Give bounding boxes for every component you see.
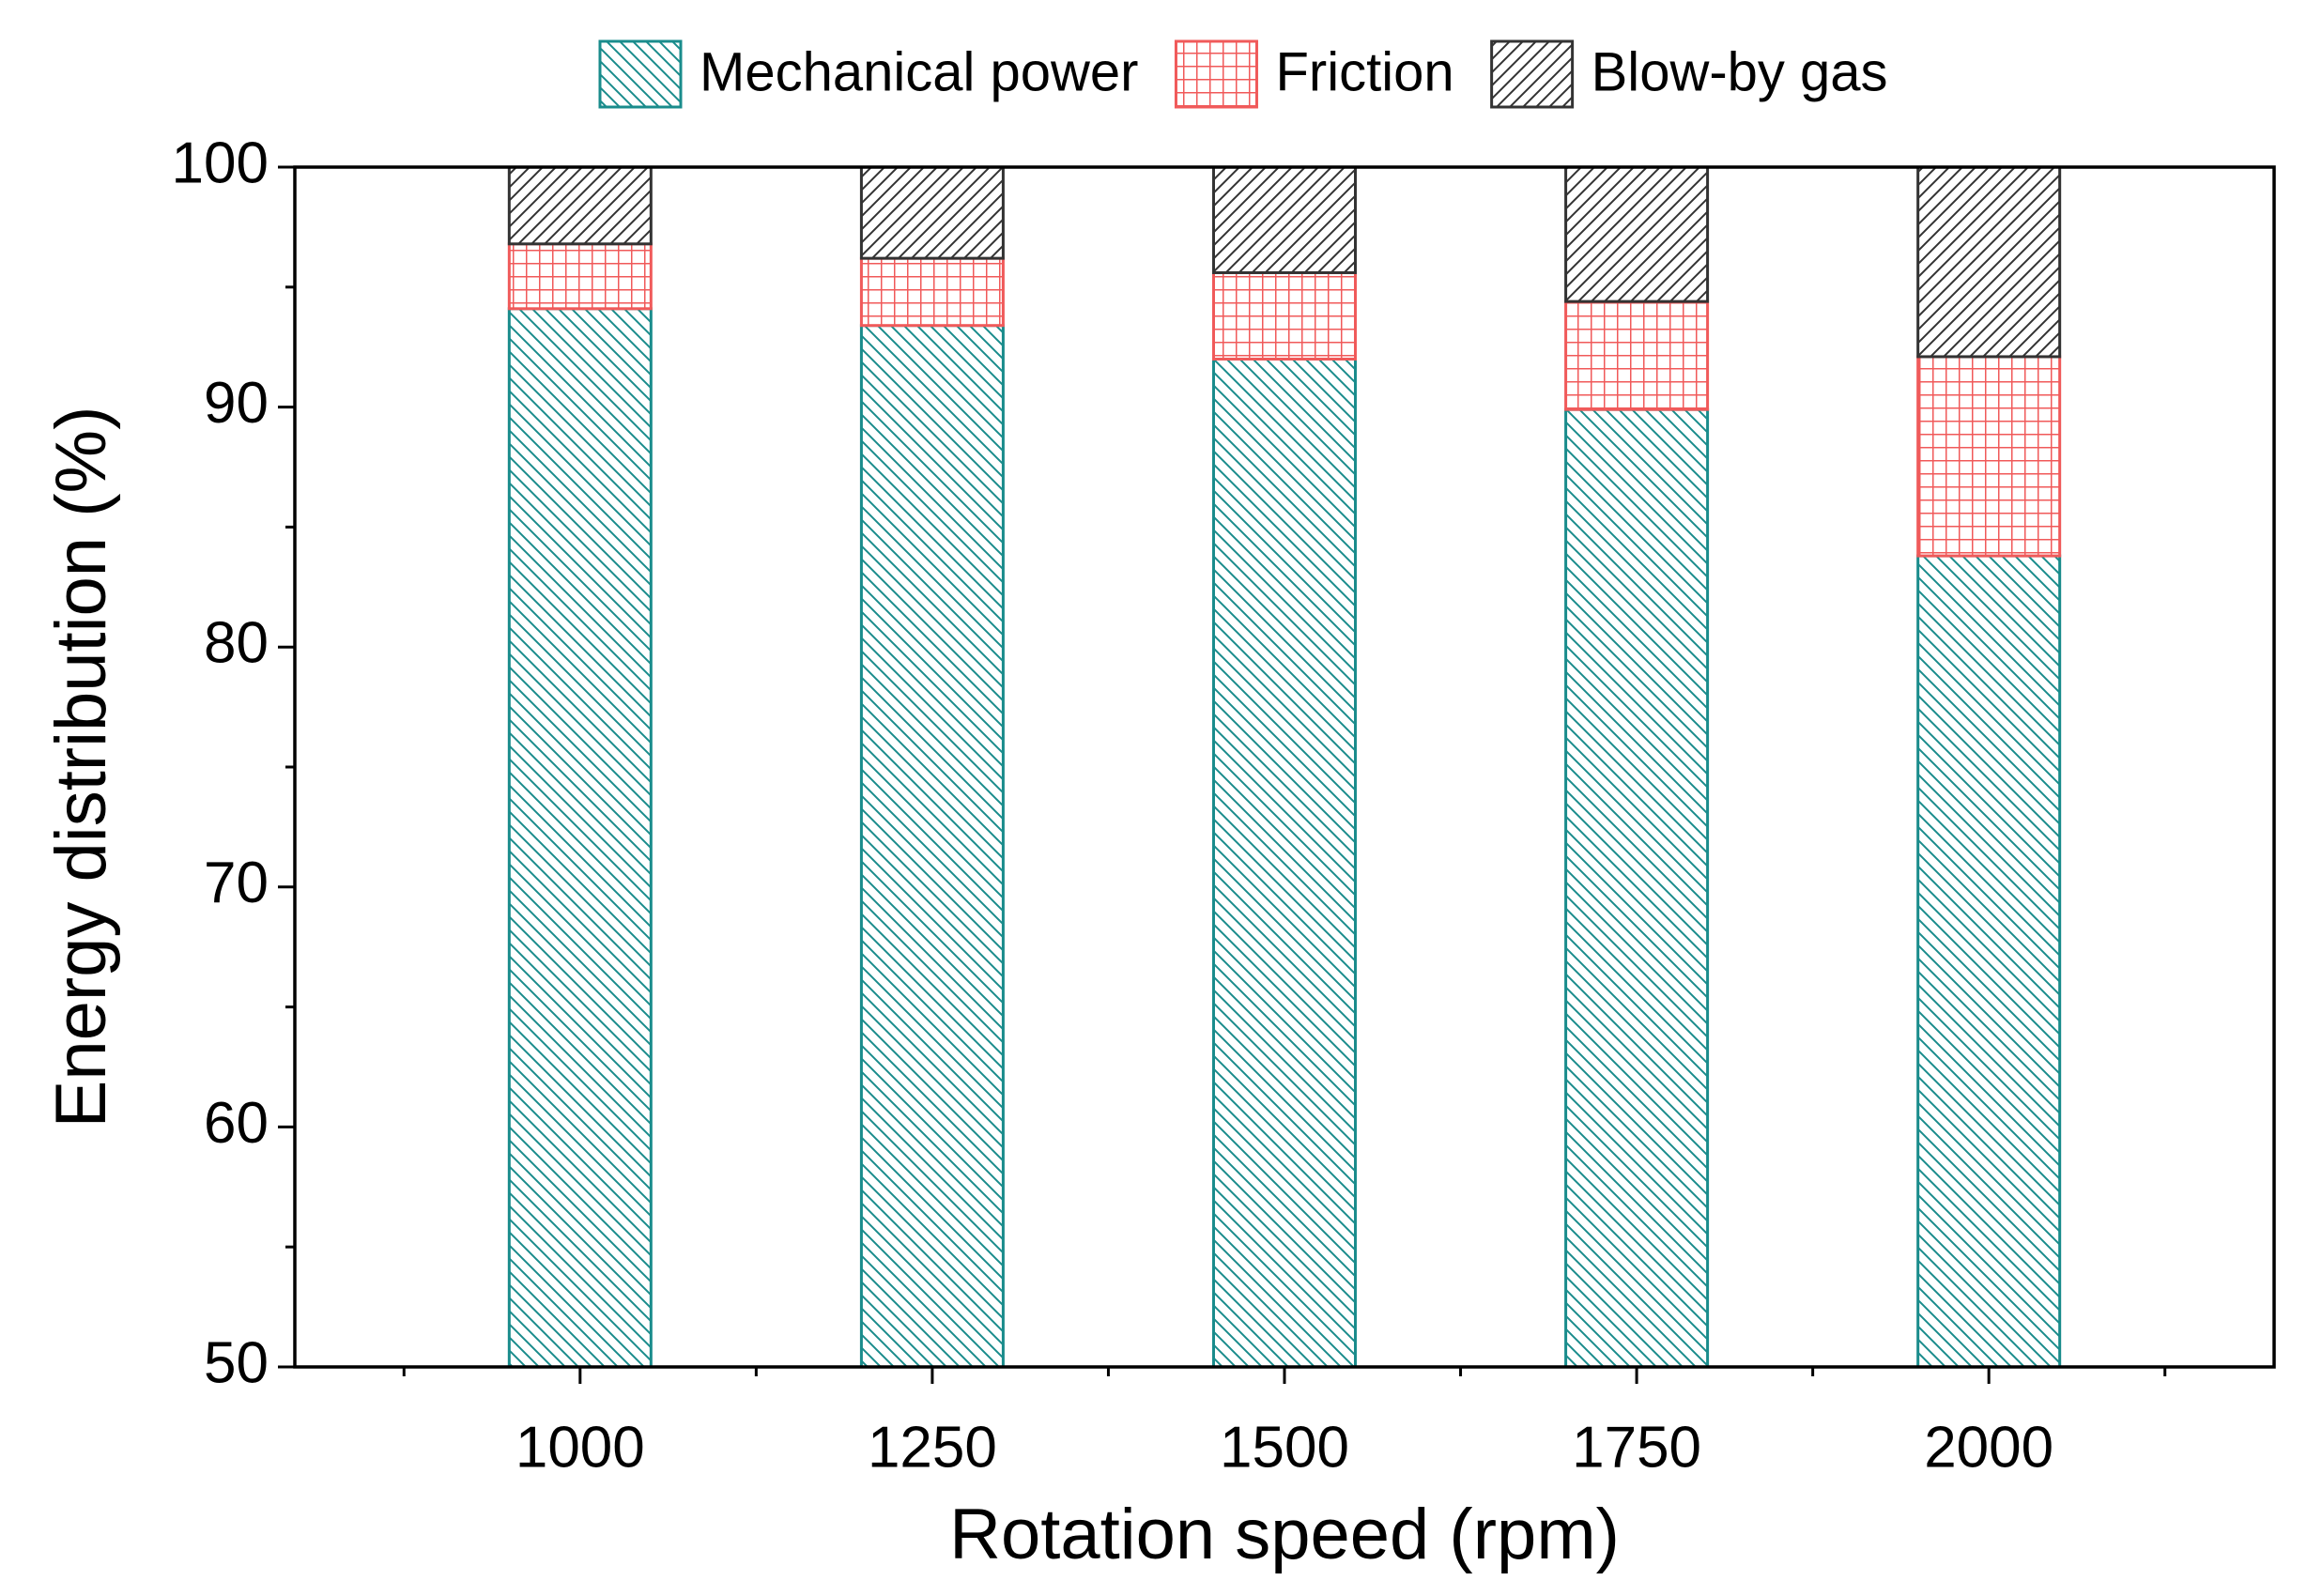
bar-segment bbox=[1212, 270, 1357, 361]
y-tick-label: 80 bbox=[204, 611, 269, 676]
y-tick-label: 70 bbox=[204, 851, 269, 915]
x-tick-label: 1500 bbox=[1220, 1415, 1349, 1480]
bar-segment bbox=[859, 256, 1005, 328]
legend-swatch bbox=[598, 39, 683, 109]
x-tick-label: 1000 bbox=[515, 1415, 645, 1480]
bar-segment bbox=[1916, 554, 2062, 1369]
x-tick-label: 1250 bbox=[868, 1415, 997, 1480]
bar-segment bbox=[1212, 165, 1357, 274]
x-tick-label: 1750 bbox=[1572, 1415, 1701, 1480]
legend-label: Blow-by gas bbox=[1592, 41, 1888, 102]
y-tick-label: 50 bbox=[204, 1330, 269, 1395]
bar-segment bbox=[1564, 407, 1710, 1369]
x-tick-label: 2000 bbox=[1924, 1415, 2053, 1480]
bar-segment bbox=[1564, 165, 1710, 303]
bar-segment bbox=[1916, 165, 2062, 359]
bar-segment bbox=[859, 324, 1005, 1369]
legend-label: Friction bbox=[1275, 41, 1453, 102]
bar-segment bbox=[1916, 355, 2062, 558]
bar-segment bbox=[507, 242, 653, 311]
bar-segment bbox=[1212, 357, 1357, 1369]
bar-segment bbox=[507, 307, 653, 1369]
bar-segment bbox=[1564, 299, 1710, 411]
y-tick-label: 90 bbox=[204, 371, 269, 436]
x-axis-title: Rotation speed (rpm) bbox=[949, 1495, 1620, 1574]
bar-segment bbox=[859, 165, 1005, 260]
plot-frame bbox=[293, 165, 2276, 1369]
legend-swatch bbox=[1174, 39, 1258, 109]
legend-swatch bbox=[1490, 39, 1575, 109]
bar-segment bbox=[507, 165, 653, 246]
legend-label: Mechanical power bbox=[700, 41, 1138, 102]
y-tick-label: 100 bbox=[172, 130, 269, 195]
y-axis-title: Energy distribution (%) bbox=[41, 407, 121, 1128]
y-tick-label: 60 bbox=[204, 1091, 269, 1156]
